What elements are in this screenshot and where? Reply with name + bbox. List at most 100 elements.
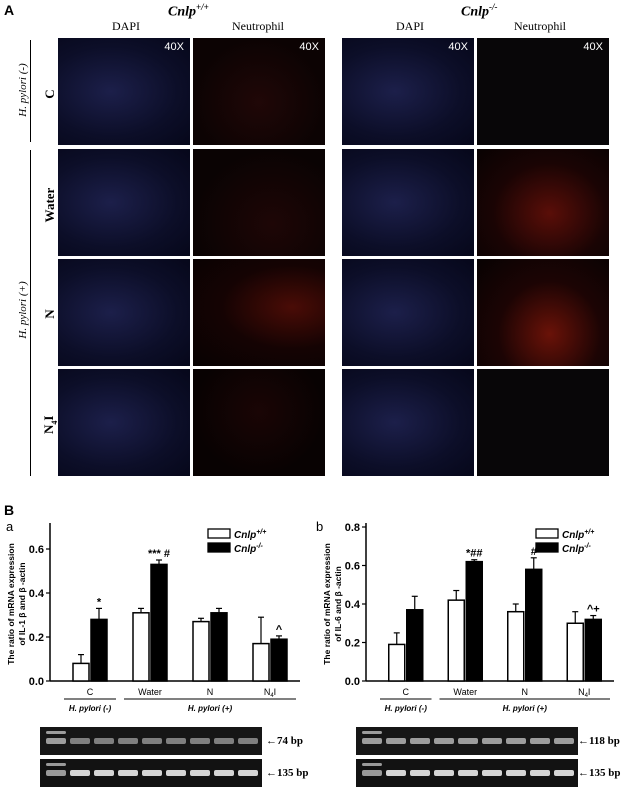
gel-band — [142, 770, 162, 776]
gel-band — [190, 770, 210, 776]
band-label-il6-target: ←118 bp — [578, 735, 620, 747]
magnification-label: 40X — [164, 41, 184, 53]
gel-band — [386, 738, 406, 744]
y-axis-label-line2: of IL-6 and β -actin — [333, 566, 343, 642]
category-label: C — [403, 687, 410, 697]
micrograph-ko-neutrophil-c: 40X — [477, 38, 609, 145]
gel-band — [94, 770, 114, 776]
bar-ko — [90, 618, 108, 682]
bar-ko — [584, 618, 602, 682]
band-label-il1b-target: ←74 bp — [266, 735, 303, 747]
y-tick-label: 0.4 — [29, 588, 45, 600]
y-axis-label-line2: of IL-1 β and β -actin — [17, 562, 27, 645]
gel-band — [410, 738, 430, 744]
bar-ko — [270, 638, 288, 682]
significance-mark: # — [531, 546, 537, 558]
bar-wt — [192, 620, 210, 682]
group-label-pos: H. pylori (+) — [503, 704, 548, 713]
bar-ko — [210, 612, 228, 682]
y-axis-label: The ratio of mRNA expression of IL-1 β an… — [6, 543, 27, 665]
gel-band — [362, 763, 382, 766]
micrograph-wt-neutrophil-c: 40X — [193, 38, 325, 145]
gel-band — [70, 770, 90, 776]
y-tick-label: 0.0 — [345, 676, 360, 688]
legend-label: Cnlp+/+ — [234, 529, 266, 541]
panel-a-letter: A — [4, 2, 15, 18]
row-label-n4i: N4I — [41, 415, 59, 435]
micrograph-wt-neutrophil-n — [193, 259, 325, 366]
gel-band — [362, 731, 382, 734]
band-size: 74 bp — [277, 735, 303, 747]
gel-band — [506, 738, 526, 744]
band-size: 135 bp — [277, 767, 309, 779]
y-tick-label: 0.2 — [29, 632, 44, 644]
gel-band — [458, 770, 478, 776]
legend-label: Cnlp-/- — [562, 543, 591, 555]
bar-ko — [465, 560, 483, 682]
subpanel-a-letter: a — [6, 519, 14, 534]
gel-band — [362, 770, 382, 776]
micrograph-wt-neutrophil-n4i — [193, 369, 325, 476]
gel-il1b-target — [40, 727, 262, 755]
micrograph-wt-dapi-water — [58, 149, 190, 256]
legend-label: Cnlp-/- — [234, 543, 263, 555]
gel-band — [118, 770, 138, 776]
micrograph-wt-dapi-c: 40X — [58, 38, 190, 145]
micrograph-ko-dapi-n4i — [342, 369, 474, 476]
arrow-icon: ← — [266, 735, 277, 747]
y-axis-label-line1: The ratio of mRNA expression — [322, 543, 332, 665]
micrograph-wt-dapi-n — [58, 259, 190, 366]
group-neg-label: H. pylori (-) — [17, 63, 29, 117]
significance-mark: ^+ — [587, 604, 600, 616]
gel-band — [46, 763, 66, 766]
row-label-water: Water — [42, 187, 57, 223]
y-axis-label-line1: The ratio of mRNA expression — [6, 543, 16, 665]
category-label: N4I — [264, 687, 276, 699]
col-dapi-ko: DAPI — [396, 19, 425, 33]
gel-band — [214, 770, 234, 776]
gel-band — [238, 770, 258, 776]
gel-band — [386, 770, 406, 776]
micrograph-wt-dapi-n4i — [58, 369, 190, 476]
band-label-il1b-actin: ←135 bp — [266, 767, 309, 779]
bar-ko — [150, 563, 168, 682]
micrograph-ko-dapi-c: 40X — [342, 38, 474, 145]
legend-swatch — [535, 528, 559, 539]
y-tick-label: 0.2 — [345, 638, 360, 650]
bar-wt — [72, 662, 90, 682]
bar-wt — [447, 599, 465, 682]
category-label: N — [207, 687, 214, 697]
gel-band — [410, 770, 430, 776]
panel-b-letter: B — [4, 502, 15, 518]
gel-band — [482, 738, 502, 744]
group-label-neg: H. pylori (-) — [385, 704, 428, 713]
gel-band — [166, 770, 186, 776]
col-neutrophil-wt: Neutrophil — [232, 19, 284, 33]
row-label-c: C — [42, 89, 57, 99]
micrograph-ko-dapi-n — [342, 259, 474, 366]
row-label-n: N — [42, 309, 57, 319]
gel-band — [118, 738, 138, 744]
gel-band — [94, 738, 114, 744]
micrograph-ko-dapi-water — [342, 149, 474, 256]
gel-band — [46, 731, 66, 734]
subpanel-b-letter: b — [316, 519, 324, 534]
category-label: N — [522, 687, 529, 697]
band-size: 135 bp — [589, 767, 621, 779]
group-pos-label: H. pylori (+) — [17, 281, 29, 339]
bar-wt — [507, 610, 525, 682]
gel-band — [214, 738, 234, 744]
band-label-il6-actin: ←135 bp — [578, 767, 621, 779]
bar-wt — [388, 643, 406, 682]
gel-band — [434, 738, 454, 744]
category-label: Water — [138, 687, 162, 697]
bar-wt — [252, 642, 270, 682]
category-label: C — [87, 687, 94, 697]
gel-band — [238, 738, 258, 744]
significance-mark: *## — [466, 548, 483, 560]
legend-swatch — [207, 528, 231, 539]
gel-band — [554, 738, 574, 744]
group-label-pos: H. pylori (+) — [188, 704, 233, 713]
legend-label: Cnlp+/+ — [562, 529, 594, 541]
gel-band — [46, 738, 66, 744]
